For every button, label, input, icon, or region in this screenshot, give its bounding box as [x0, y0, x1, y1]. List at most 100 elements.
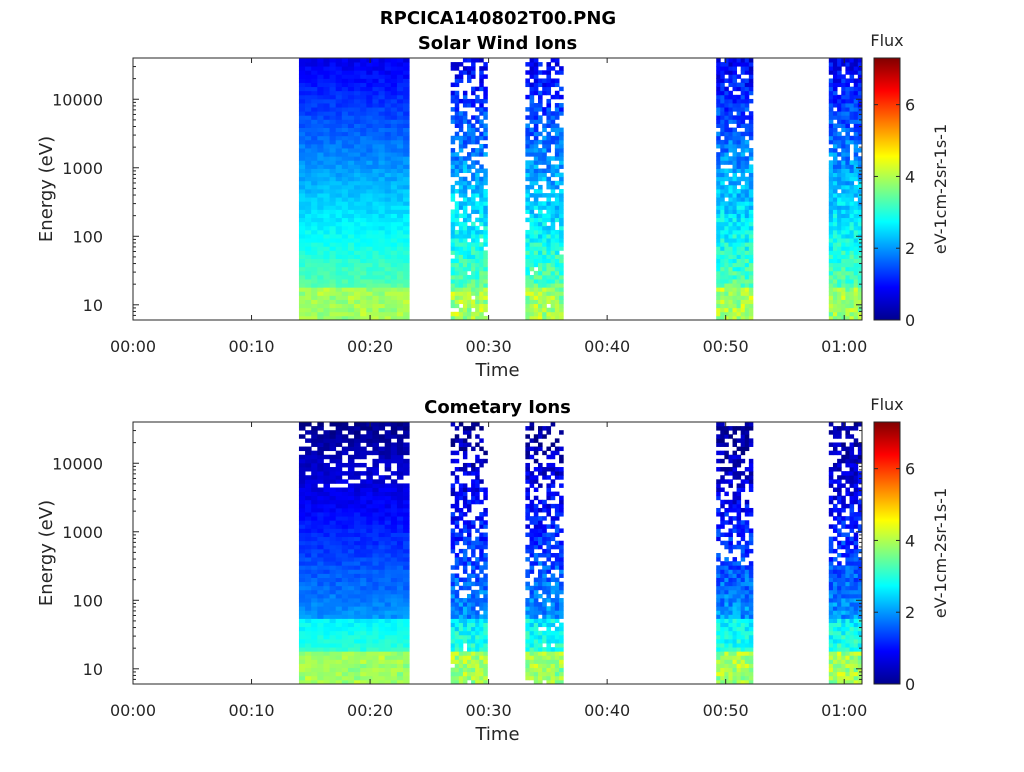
heatmap-cell [837, 193, 842, 197]
heatmap-cell [379, 475, 386, 479]
heatmap-cell [366, 475, 373, 479]
heatmap-cell [542, 312, 547, 316]
heatmap-cell [551, 222, 556, 226]
heatmap-cell [348, 185, 355, 189]
heatmap-cell [336, 136, 343, 140]
heatmap-cell [379, 255, 386, 259]
heatmap-cell [360, 565, 367, 569]
heatmap-cell [559, 222, 564, 226]
heatmap-cell [385, 250, 392, 254]
heatmap-cell [479, 197, 483, 201]
heatmap-cell [542, 659, 547, 663]
heatmap-cell [737, 295, 741, 299]
heatmap-cell [391, 58, 398, 62]
heatmap-cell [336, 524, 343, 528]
x-tick-label: 00:00 [110, 337, 156, 356]
heatmap-cell [360, 156, 367, 160]
heatmap-cell [455, 598, 459, 602]
heatmap-cell [336, 250, 343, 254]
heatmap-cell [366, 156, 373, 160]
heatmap-cell [459, 177, 463, 181]
heatmap-cell [397, 639, 404, 643]
heatmap-cell [372, 193, 379, 197]
heatmap-cell [379, 455, 386, 459]
heatmap-cell [360, 438, 367, 442]
heatmap-cell [323, 250, 330, 254]
heatmap-cell [403, 214, 410, 218]
heatmap-cell [342, 643, 349, 647]
heatmap-cell [854, 58, 859, 62]
heatmap-cell [479, 263, 483, 267]
heatmap-cell [317, 201, 324, 205]
heatmap-cell [311, 197, 318, 201]
heatmap-cell [385, 189, 392, 193]
heatmap-cell [837, 205, 842, 209]
heatmap-cell [391, 91, 398, 95]
heatmap-cell [833, 205, 838, 209]
heatmap-cell [360, 422, 367, 426]
heatmap-cell [475, 312, 479, 316]
heatmap-cell [459, 651, 463, 655]
heatmap-cell [475, 573, 479, 577]
heatmap-cell [530, 173, 535, 177]
heatmap-cell [467, 635, 471, 639]
heatmap-cell [471, 230, 475, 234]
heatmap-cell [475, 189, 479, 193]
heatmap-cell [546, 614, 551, 618]
heatmap-cell [463, 496, 467, 500]
heatmap-cell [342, 561, 349, 565]
heatmap-cell [845, 164, 850, 168]
heatmap-cell [305, 602, 312, 606]
heatmap-cell [379, 631, 386, 635]
heatmap-cell [475, 263, 479, 267]
heatmap-cell [534, 635, 539, 639]
heatmap-cell [336, 520, 343, 524]
heatmap-cell [479, 586, 483, 590]
heatmap-cell [391, 275, 398, 279]
heatmap-cell [749, 177, 753, 181]
heatmap-cell [379, 259, 386, 263]
heatmap-cell [305, 561, 312, 565]
heatmap-cell [354, 475, 361, 479]
heatmap-cell [305, 541, 312, 545]
heatmap-cell [299, 169, 306, 173]
heatmap-cell [724, 78, 728, 82]
heatmap-cell [724, 205, 728, 209]
heatmap-cell [530, 619, 535, 623]
heatmap-cell [463, 455, 467, 459]
heatmap-cell [475, 676, 479, 680]
heatmap-cell [379, 173, 386, 177]
heatmap-cell [530, 205, 535, 209]
heatmap-cell [336, 573, 343, 577]
heatmap-cell [366, 504, 373, 508]
heatmap-cell [330, 520, 337, 524]
heatmap-cell [463, 627, 467, 631]
heatmap-cell [372, 659, 379, 663]
heatmap-cell [391, 201, 398, 205]
heatmap-cell [366, 99, 373, 103]
heatmap-cell [330, 74, 337, 78]
heatmap-cell [391, 496, 398, 500]
heatmap-cell [530, 295, 535, 299]
heatmap-cell [737, 222, 741, 226]
heatmap-cell [455, 91, 459, 95]
heatmap-cell [741, 103, 745, 107]
heatmap-cell [525, 586, 530, 590]
heatmap-cell [379, 226, 386, 230]
heatmap-cell [330, 132, 337, 136]
heatmap-cell [829, 70, 834, 74]
heatmap-cell [360, 128, 367, 132]
heatmap-cell [379, 635, 386, 639]
heatmap-cell [542, 475, 547, 479]
heatmap-cell [724, 214, 728, 218]
heatmap-cell [299, 463, 306, 467]
heatmap-cell [854, 62, 859, 66]
heatmap-cell [354, 512, 361, 516]
heatmap-cell [467, 434, 471, 438]
heatmap-cell [311, 586, 318, 590]
heatmap-cell [854, 271, 859, 275]
heatmap-cell [829, 291, 834, 295]
heatmap-cell [305, 246, 312, 250]
heatmap-cell [330, 590, 337, 594]
heatmap-cell [372, 312, 379, 316]
